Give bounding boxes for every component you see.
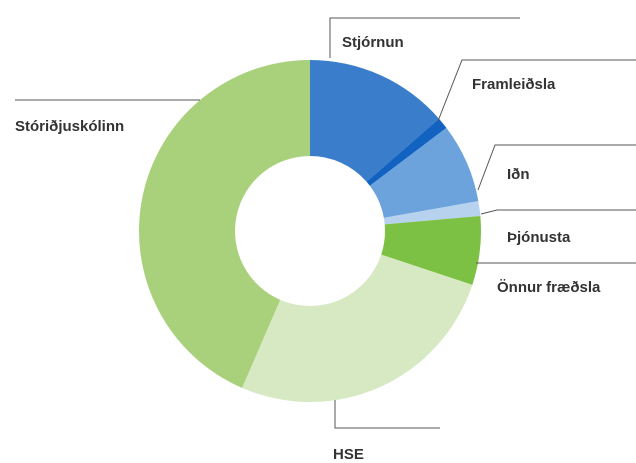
leader-line (480, 209, 636, 215)
donut-segment (383, 201, 481, 225)
donut-segment (369, 127, 479, 218)
donut-segment (366, 118, 447, 186)
segment-label: Iðn (507, 166, 530, 183)
donut-segment (139, 60, 310, 388)
leader-line (334, 400, 440, 429)
segment-label: HSE (333, 446, 364, 463)
segment-label: Framleiðsla (472, 76, 556, 93)
leader-line (477, 144, 636, 191)
leader-line (329, 17, 520, 58)
segment-label: Stóriðjuskólinn (15, 118, 124, 135)
segment-label: Stjórnun (342, 34, 404, 51)
donut-segment (242, 254, 473, 402)
leader-line (437, 59, 636, 122)
donut-segment (310, 60, 439, 182)
segment-label: Þjónusta (507, 229, 571, 246)
donut-segment (381, 215, 481, 285)
segment-label: Önnur fræðsla (497, 279, 601, 296)
